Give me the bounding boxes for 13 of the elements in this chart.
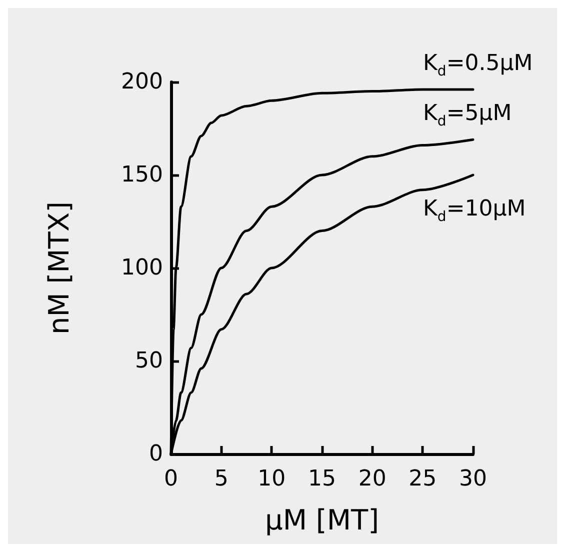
y-tick-label: 0	[149, 442, 163, 466]
x-tick-label: 20	[358, 466, 386, 492]
x-axis-title: μM [MT]	[265, 504, 379, 536]
x-tick-label: 5	[214, 466, 228, 492]
y-tick-label: 50	[135, 348, 163, 374]
y-tick-label: 100	[121, 256, 163, 280]
y-axis-title: nM [MTX]	[42, 201, 76, 335]
x-tick-label: 10	[258, 466, 286, 492]
y-tick-label: 200	[121, 70, 163, 94]
y-tick-label: 150	[121, 162, 163, 188]
x-tick-label: 15	[308, 466, 336, 492]
x-tick-label: 30	[459, 466, 487, 492]
x-tick-label: 25	[408, 466, 437, 492]
